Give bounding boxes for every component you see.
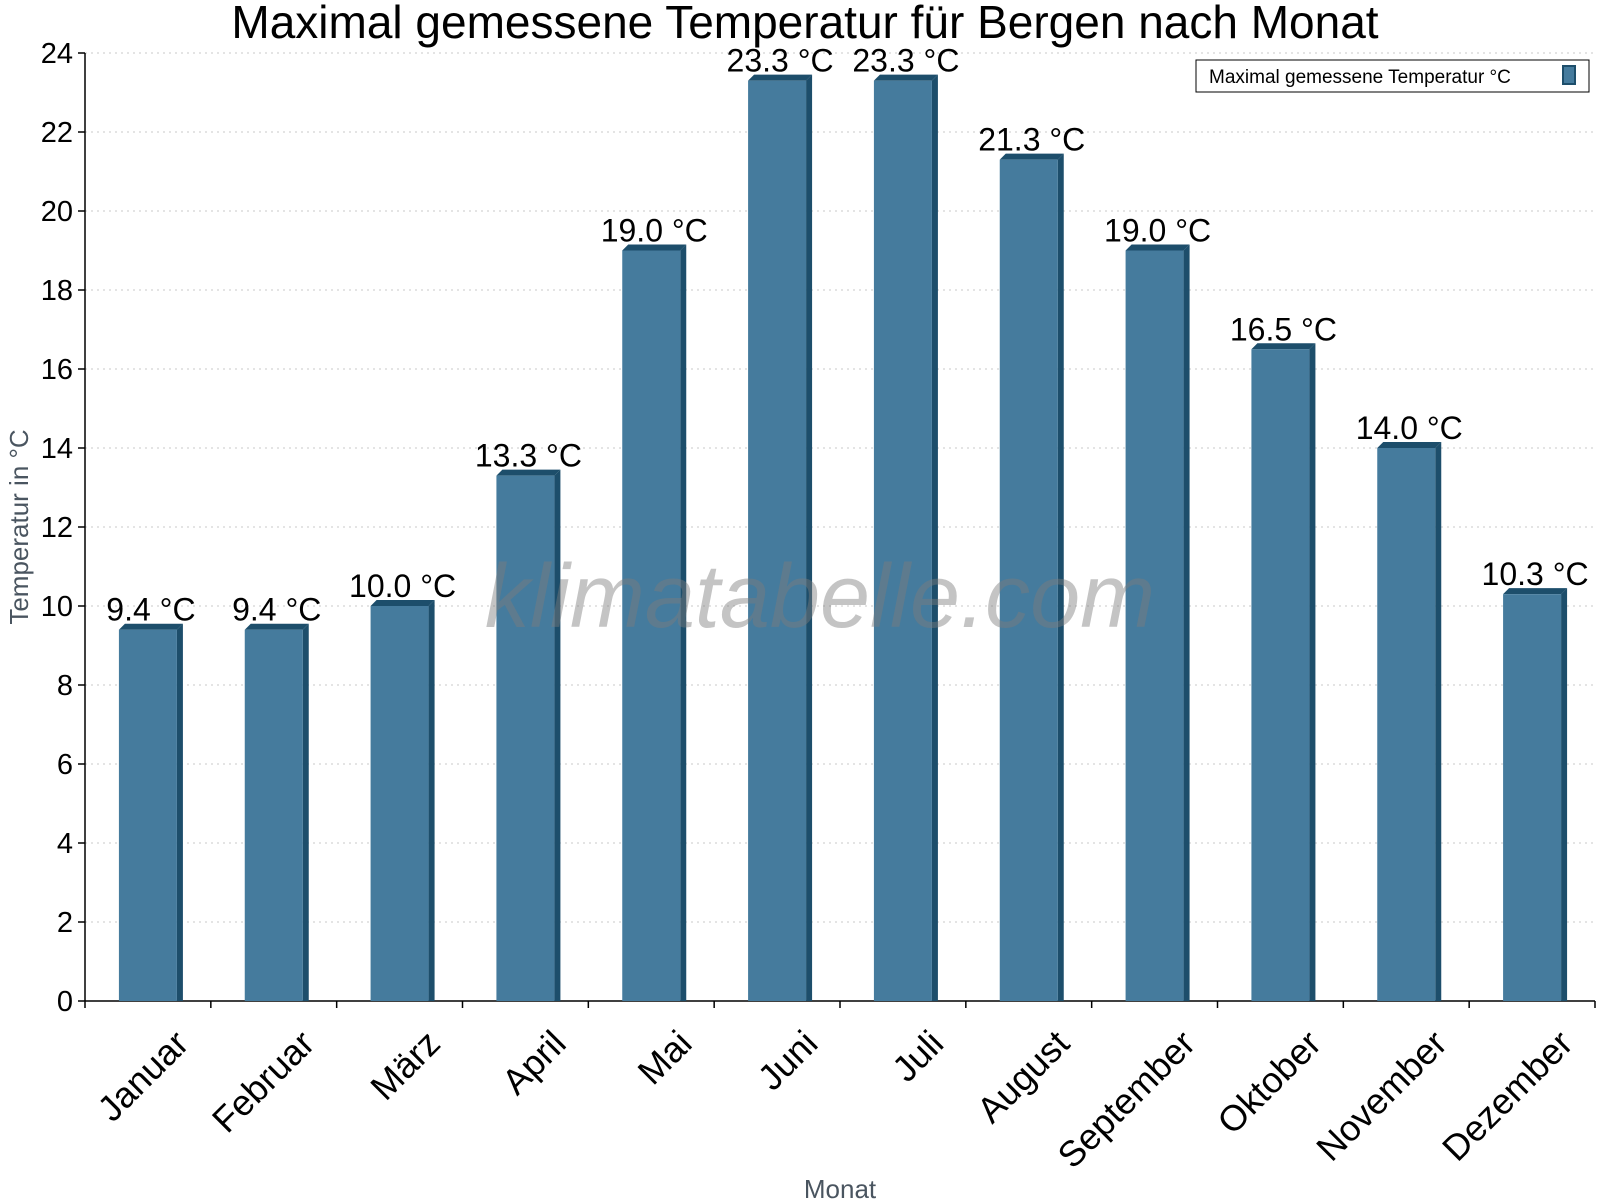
data-label: 16.5 °C [1230, 311, 1337, 347]
bar-6 [873, 74, 938, 1001]
data-label: 23.3 °C [727, 43, 834, 79]
bar-front [1251, 349, 1310, 1001]
y-tick-label: 14 [41, 433, 73, 465]
bar-top [748, 74, 813, 81]
y-axis-title: Temperatur in °C [4, 429, 34, 624]
bar-side [806, 74, 813, 1001]
bar-0 [118, 623, 183, 1001]
y-tick-label: 22 [41, 117, 73, 149]
watermark: klimatabelle.com [485, 547, 1155, 647]
data-label: 19.0 °C [1104, 213, 1211, 249]
data-label: 23.3 °C [852, 43, 959, 79]
bar-top [118, 623, 183, 630]
x-tick-label: Oktober [1209, 1022, 1329, 1142]
bar-top [244, 623, 309, 630]
legend-label: Maximal gemessene Temperatur °C [1209, 67, 1511, 88]
bar-side [680, 244, 687, 1001]
data-label: 13.3 °C [475, 438, 582, 474]
bar-11 [1503, 588, 1568, 1001]
chart-title: Maximal gemessene Temperatur für Bergen … [231, 0, 1378, 48]
bar-front [873, 80, 932, 1001]
y-tick-label: 2 [57, 907, 73, 939]
bar-front [748, 80, 807, 1001]
bar-9 [1251, 343, 1316, 1001]
x-tick-label: Dezember [1434, 1022, 1580, 1168]
x-tick-label: Juni [750, 1022, 826, 1098]
bar-top [1251, 343, 1316, 350]
data-label: 10.3 °C [1482, 556, 1589, 592]
y-tick-label: 4 [57, 828, 73, 860]
y-tick-label: 8 [57, 670, 73, 702]
bar-side [1057, 153, 1064, 1001]
x-tick-label: September [1049, 1022, 1203, 1176]
legend-swatch [1562, 65, 1576, 85]
data-label: 14.0 °C [1356, 410, 1463, 446]
bar-front [999, 159, 1058, 1001]
bar-side [176, 623, 183, 1001]
bar-top [1377, 442, 1442, 448]
data-label: 9.4 °C [106, 592, 195, 628]
x-tick-label: Februar [204, 1022, 322, 1140]
bar-2 [370, 600, 435, 1001]
bar-side [1561, 588, 1568, 1001]
y-tick-label: 20 [41, 196, 73, 228]
bar-top [999, 153, 1064, 160]
bar-10 [1377, 442, 1442, 1001]
y-tick-label: 12 [41, 512, 73, 544]
bar-top [496, 469, 561, 476]
bar-side [554, 469, 561, 1001]
bar-front [1377, 448, 1436, 1001]
bar-top [1125, 244, 1190, 251]
bar-front [622, 250, 681, 1001]
bar-5 [748, 74, 813, 1001]
gridlines [85, 52, 1595, 923]
y-tick-label: 18 [41, 275, 73, 307]
bar-side [428, 600, 435, 1001]
bar-3 [496, 469, 561, 1001]
data-label: 9.4 °C [232, 592, 321, 628]
legend: Maximal gemessene Temperatur °C [1195, 59, 1590, 93]
bar-front [118, 629, 177, 1001]
bar-side [302, 623, 309, 1001]
bar-side [931, 74, 938, 1001]
x-tick-label: Juli [884, 1022, 951, 1089]
y-tick-label: 10 [41, 591, 73, 623]
bar-8 [1125, 244, 1190, 1001]
bar-side [1309, 343, 1316, 1001]
bar-4 [622, 244, 687, 1001]
bar-front [496, 475, 555, 1001]
bar-side [1183, 244, 1190, 1001]
bar-7 [999, 153, 1064, 1001]
bar-front [1125, 250, 1184, 1001]
y-tick-label: 0 [57, 986, 73, 1018]
data-label: 19.0 °C [601, 213, 708, 249]
data-label: 21.3 °C [978, 122, 1085, 158]
x-tick-label: August [969, 1022, 1077, 1130]
bar-top [622, 244, 687, 251]
bar-front [244, 629, 303, 1001]
bar-front [1503, 594, 1562, 1001]
x-axis-ticks: Januar Februar März April Mai Juni Juli AugustS… [84, 1001, 1596, 1176]
y-tick-label: 24 [41, 38, 73, 70]
x-tick-label: Mai [630, 1022, 700, 1092]
y-tick-label: 16 [41, 354, 73, 386]
bar-top [873, 74, 938, 81]
bar-front [370, 606, 429, 1001]
x-axis-title: Monat [804, 1174, 877, 1200]
x-tick-label: April [494, 1022, 574, 1102]
bar-top [370, 600, 435, 606]
bar-top [1503, 588, 1568, 595]
data-label: 10.0 °C [349, 568, 456, 604]
y-tick-label: 6 [57, 749, 73, 781]
x-tick-label: Januar [89, 1022, 196, 1129]
bars: 9.4 °C 9.4 °C 10.0 °C 13.3 °C 19.0 °C 23.3 °C… [106, 43, 1589, 1001]
x-tick-label: November [1308, 1022, 1454, 1168]
legend-box [1195, 59, 1590, 93]
bar-1 [244, 623, 309, 1001]
bar-side [1435, 442, 1442, 1001]
x-tick-label: März [362, 1022, 448, 1108]
